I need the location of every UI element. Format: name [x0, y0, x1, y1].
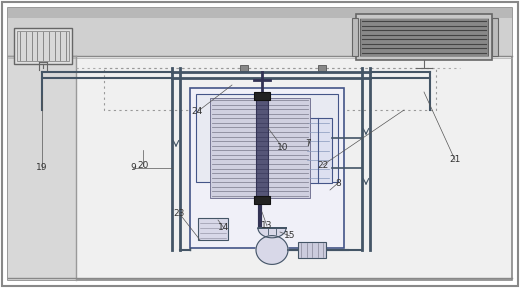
Bar	[298, 242, 326, 258]
Bar	[240, 65, 248, 71]
Text: 8: 8	[335, 179, 341, 187]
Bar	[268, 228, 276, 242]
Bar	[17, 31, 69, 61]
Text: 15: 15	[284, 232, 296, 240]
Text: 7: 7	[305, 139, 311, 147]
Bar	[196, 94, 338, 182]
Bar	[254, 92, 270, 100]
Polygon shape	[256, 236, 288, 264]
Bar	[8, 8, 512, 56]
Bar	[352, 18, 358, 56]
Text: 24: 24	[191, 107, 203, 117]
Bar	[256, 98, 268, 198]
Bar	[8, 8, 512, 18]
Text: 14: 14	[218, 223, 230, 232]
Polygon shape	[258, 228, 286, 238]
Bar	[318, 65, 326, 71]
Bar	[356, 14, 492, 60]
Bar	[210, 98, 310, 198]
Text: 21: 21	[449, 156, 461, 164]
Bar	[304, 118, 332, 183]
Text: 9: 9	[130, 164, 136, 173]
Bar	[492, 18, 498, 56]
Bar	[104, 68, 436, 110]
Text: 10: 10	[277, 143, 289, 153]
Text: 19: 19	[36, 164, 48, 173]
Text: 23: 23	[173, 209, 185, 217]
Bar	[254, 196, 270, 204]
Bar	[8, 56, 76, 280]
Bar	[14, 28, 72, 64]
Bar	[360, 18, 488, 56]
Text: 20: 20	[137, 162, 149, 170]
Text: 22: 22	[317, 160, 329, 170]
Bar	[198, 218, 228, 240]
Text: 13: 13	[261, 221, 273, 230]
Bar	[190, 88, 344, 248]
